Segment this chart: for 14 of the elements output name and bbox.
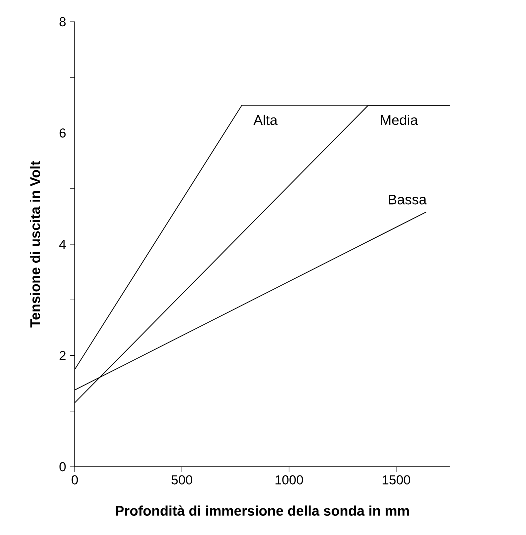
x-axis-title: Profondità di immersione della sonda in mm: [116, 506, 410, 516]
y-axis-title: Tensione di uscita in Volt: [30, 161, 40, 328]
x-tick-label: 1500: [382, 476, 410, 485]
y-tick-label: 0: [60, 462, 66, 472]
y-tick-label: 4: [60, 240, 66, 249]
x-tick-label: 1000: [276, 476, 304, 485]
series-label: Media: [381, 114, 418, 126]
series-label: Bassa: [389, 194, 427, 205]
y-tick-label: 2: [60, 351, 66, 360]
series-label: Alta: [254, 114, 278, 126]
x-tick-label: 0: [72, 476, 78, 485]
y-tick-label: 6: [60, 128, 66, 138]
x-tick-label: 500: [172, 476, 192, 485]
y-tick-label: 8: [60, 17, 66, 27]
